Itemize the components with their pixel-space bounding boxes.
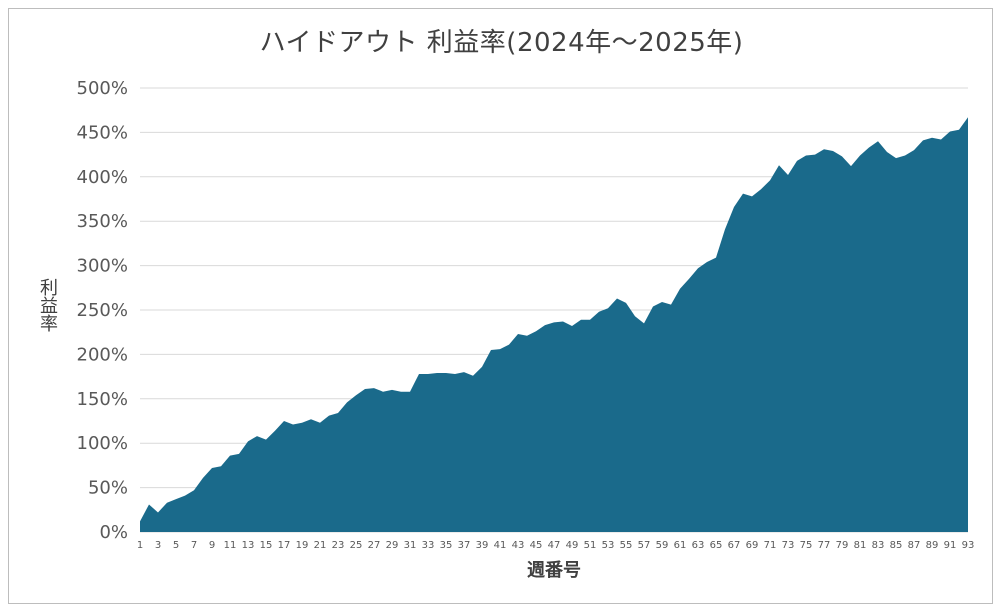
x-tick-label: 53 bbox=[602, 540, 615, 551]
x-axis-ticks: 1 3 5 7 9 11 13 15 17 19 21 23 25 27 29 31 33 35 37 39 41 43 4… bbox=[137, 540, 975, 551]
y-tick-label: 450% bbox=[77, 122, 128, 143]
chart-title: ハイドアウト 利益率(2024年～2025年) bbox=[259, 28, 744, 58]
x-tick-label: 31 bbox=[404, 540, 417, 551]
y-tick-label: 100% bbox=[77, 433, 128, 454]
x-tick-label: 59 bbox=[656, 540, 669, 551]
x-tick-label: 45 bbox=[530, 540, 543, 551]
x-tick-label: 27 bbox=[368, 540, 381, 551]
x-tick-label: 37 bbox=[458, 540, 471, 551]
y-tick-label: 150% bbox=[77, 389, 128, 410]
x-tick-label: 39 bbox=[476, 540, 489, 551]
x-tick-label: 35 bbox=[440, 540, 453, 551]
y-tick-label: 300% bbox=[77, 256, 128, 277]
y-tick-label: 500% bbox=[77, 78, 128, 99]
x-tick-label: 91 bbox=[944, 540, 957, 551]
x-tick-label: 87 bbox=[908, 540, 921, 551]
x-tick-label: 5 bbox=[173, 540, 179, 551]
x-tick-label: 47 bbox=[548, 540, 561, 551]
x-tick-label: 33 bbox=[422, 540, 435, 551]
x-tick-label: 15 bbox=[260, 540, 273, 551]
x-tick-label: 13 bbox=[242, 540, 255, 551]
x-tick-label: 93 bbox=[962, 540, 975, 551]
y-axis-label: 利益率 bbox=[37, 278, 58, 332]
x-tick-label: 43 bbox=[512, 540, 525, 551]
x-tick-label: 51 bbox=[584, 540, 597, 551]
y-tick-label: 200% bbox=[77, 344, 128, 365]
x-tick-label: 69 bbox=[746, 540, 759, 551]
x-tick-label: 83 bbox=[872, 540, 885, 551]
y-tick-label: 250% bbox=[77, 300, 128, 321]
y-tick-label: 350% bbox=[77, 211, 128, 232]
x-tick-label: 55 bbox=[620, 540, 633, 551]
x-tick-label: 71 bbox=[764, 540, 777, 551]
x-tick-label: 9 bbox=[209, 540, 215, 551]
x-tick-label: 73 bbox=[782, 540, 795, 551]
x-tick-label: 3 bbox=[155, 540, 161, 551]
x-tick-label: 11 bbox=[224, 540, 237, 551]
x-tick-label: 29 bbox=[386, 540, 399, 551]
y-tick-label: 50% bbox=[88, 478, 128, 499]
x-tick-label: 63 bbox=[692, 540, 705, 551]
plot-area bbox=[140, 117, 968, 533]
y-axis-ticks: 0% 50% 100% 150% 200% 250% 300% 350% 400% 450% 500… bbox=[77, 78, 128, 543]
x-axis-label: 週番号 bbox=[527, 560, 581, 581]
x-tick-label: 23 bbox=[332, 540, 345, 551]
x-tick-label: 89 bbox=[926, 540, 939, 551]
x-tick-label: 75 bbox=[800, 540, 813, 551]
x-tick-label: 17 bbox=[278, 540, 291, 551]
x-tick-label: 79 bbox=[836, 540, 849, 551]
x-tick-label: 21 bbox=[314, 540, 327, 551]
x-tick-label: 85 bbox=[890, 540, 903, 551]
x-tick-label: 7 bbox=[191, 540, 197, 551]
x-tick-label: 25 bbox=[350, 540, 363, 551]
y-tick-label: 0% bbox=[99, 522, 128, 543]
x-tick-label: 81 bbox=[854, 540, 867, 551]
x-tick-label: 49 bbox=[566, 540, 579, 551]
x-tick-label: 67 bbox=[728, 540, 741, 551]
x-tick-label: 57 bbox=[638, 540, 651, 551]
x-tick-label: 65 bbox=[710, 540, 723, 551]
x-tick-label: 41 bbox=[494, 540, 507, 551]
y-tick-label: 400% bbox=[77, 167, 128, 188]
x-tick-label: 61 bbox=[674, 540, 687, 551]
x-tick-label: 77 bbox=[818, 540, 831, 551]
area-series bbox=[140, 117, 968, 533]
x-tick-label: 19 bbox=[296, 540, 309, 551]
x-tick-label: 1 bbox=[137, 540, 143, 551]
